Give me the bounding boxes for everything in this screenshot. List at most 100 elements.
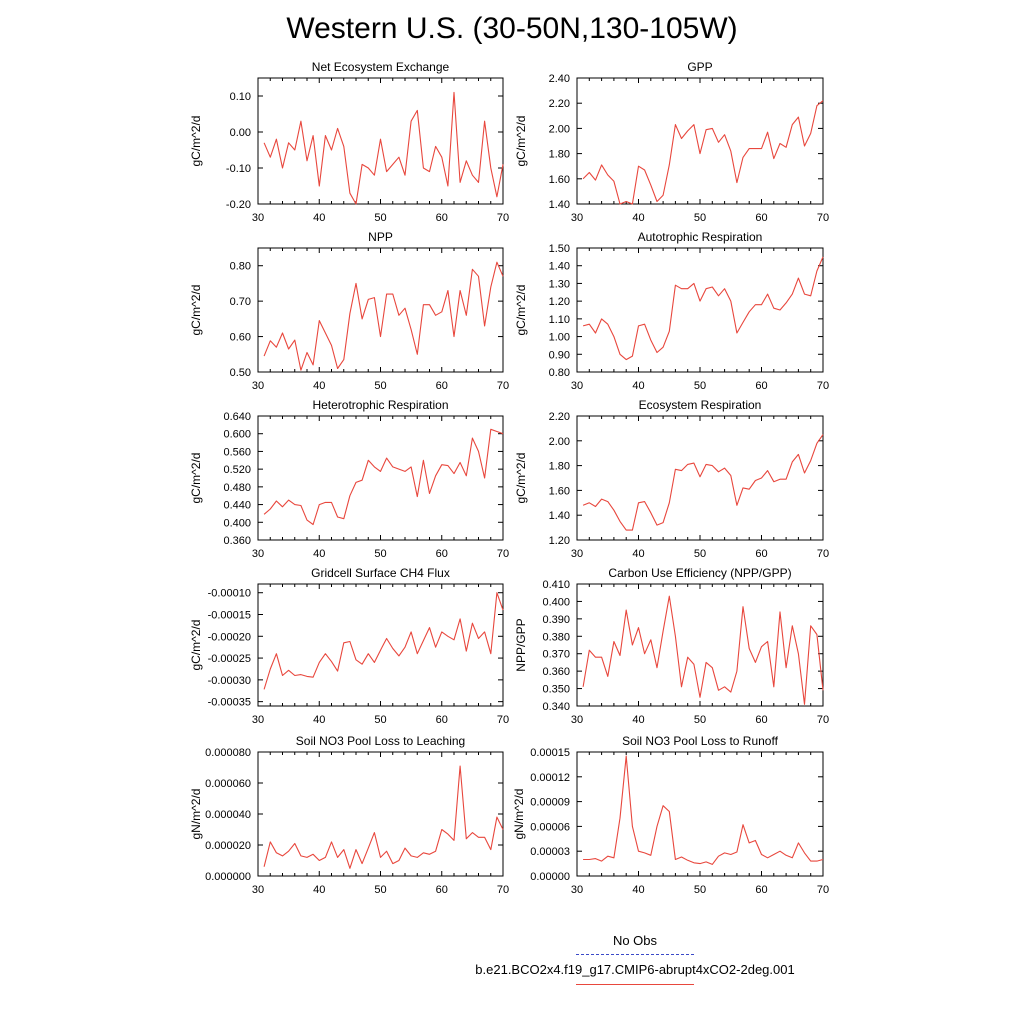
y-axis-label: gC/m^2/d: [514, 285, 528, 336]
y-tick-label: 0.00003: [530, 846, 570, 858]
y-tick-label: 0.60: [230, 332, 251, 344]
y-axis-label: gC/m^2/d: [189, 285, 203, 336]
y-tick-label: 0.370: [542, 649, 570, 661]
legend-obs-label: No Obs: [612, 933, 658, 948]
y-tick-label: 0.360: [542, 666, 570, 678]
series-line: [583, 755, 824, 865]
y-axis-label: gN/m^2/d: [512, 789, 526, 840]
series-line: [263, 765, 504, 869]
x-tick-label: 60: [755, 380, 767, 392]
x-tick-label: 60: [755, 212, 767, 224]
legend-obs-line: [576, 954, 694, 955]
y-tick-label: -0.20: [226, 199, 251, 211]
panel-title: Ecosystem Respiration: [639, 398, 762, 412]
x-tick-label: 40: [313, 884, 325, 896]
y-tick-label: 0.00015: [530, 747, 570, 759]
y-tick-label: 1.60: [549, 485, 570, 497]
y-tick-label: 1.40: [549, 261, 570, 273]
y-tick-label: 0.480: [223, 482, 251, 494]
x-tick-label: 50: [694, 380, 706, 392]
y-tick-label: 0.520: [223, 464, 251, 476]
y-tick-label: -0.00030: [208, 675, 251, 687]
x-tick-label: 50: [374, 884, 386, 896]
y-tick-label: 1.10: [549, 314, 570, 326]
y-tick-label: 1.00: [549, 332, 570, 344]
y-tick-label: 0.50: [230, 367, 251, 379]
y-tick-label: 2.00: [549, 436, 570, 448]
y-tick-label: 0.560: [223, 446, 251, 458]
y-tick-label: -0.00010: [208, 588, 251, 600]
y-axis-label: gC/m^2/d: [189, 116, 203, 167]
x-tick-label: 50: [374, 548, 386, 560]
x-tick-label: 60: [436, 212, 448, 224]
y-tick-label: 0.000060: [205, 778, 251, 790]
y-axis-label: gC/m^2/d: [189, 620, 203, 671]
x-tick-label: 70: [497, 714, 509, 726]
y-tick-label: -0.00020: [208, 631, 251, 643]
y-tick-label: 0.00000: [530, 871, 570, 883]
y-tick-label: 0.350: [542, 684, 570, 696]
y-tick-label: 0.440: [223, 500, 251, 512]
panel-title: Net Ecosystem Exchange: [312, 60, 450, 74]
y-tick-label: 0.00: [230, 127, 251, 139]
legend-case-label: b.e21.BCO2x4.f19_g17.CMIP6-abrupt4xCO2-2…: [475, 962, 795, 977]
y-tick-label: 0.380: [542, 631, 570, 643]
x-tick-label: 40: [313, 380, 325, 392]
series-line: [263, 91, 504, 205]
page-title: Western U.S. (30-50N,130-105W): [286, 12, 738, 45]
y-tick-label: -0.10: [226, 163, 251, 175]
legend-case-line: [576, 984, 694, 985]
x-tick-label: 70: [817, 884, 829, 896]
chart-panel-7: Gridcell Surface CH4 Flux 30 40 50 60 70 -0.00…: [189, 566, 509, 726]
chart-panel-10: Soil NO3 Pool Loss to Runoff 30 40 50 60 70 0.…: [512, 734, 829, 896]
x-tick-label: 40: [632, 714, 644, 726]
chart-panel-6: Ecosystem Respiration 30 40 50 60 70 1.20 1.40 1…: [514, 398, 829, 560]
x-tick-label: 30: [252, 380, 264, 392]
y-tick-label: 2.20: [549, 98, 570, 110]
y-tick-label: 1.30: [549, 278, 570, 290]
panel-title: Gridcell Surface CH4 Flux: [311, 566, 450, 580]
x-tick-label: 70: [817, 548, 829, 560]
chart-panel-3: NPP 30 40 50 60 70 0.50 0.60 0.70 0.80 gC/m^2/d: [189, 230, 509, 392]
x-tick-label: 70: [817, 714, 829, 726]
chart-panel-5: Heterotrophic Respiration 30 40 50 60 70 0.360…: [189, 398, 509, 560]
y-tick-label: -0.00015: [208, 610, 251, 622]
y-tick-label: 2.20: [549, 411, 570, 423]
x-tick-label: 50: [694, 884, 706, 896]
series-line: [263, 428, 504, 526]
x-tick-label: 40: [632, 212, 644, 224]
y-axis-label: gC/m^2/d: [514, 453, 528, 504]
x-tick-label: 60: [436, 884, 448, 896]
panel-title: NPP: [368, 230, 393, 244]
y-tick-label: 0.00009: [530, 797, 570, 809]
x-tick-label: 50: [694, 212, 706, 224]
y-tick-label: 1.40: [549, 510, 570, 522]
panel-title: Autotrophic Respiration: [638, 230, 763, 244]
x-tick-label: 50: [694, 548, 706, 560]
y-axis-label: gC/m^2/d: [189, 453, 203, 504]
y-tick-label: 1.20: [549, 296, 570, 308]
y-tick-label: 1.50: [549, 243, 570, 255]
y-tick-label: 0.00012: [530, 772, 570, 784]
x-tick-label: 50: [374, 212, 386, 224]
series-line: [582, 100, 824, 205]
chart-grid: Net Ecosystem Exchange 30 40 50 60 70 -0.20 -0.…: [189, 60, 829, 896]
x-tick-label: 70: [817, 212, 829, 224]
x-tick-label: 70: [497, 884, 509, 896]
x-tick-label: 60: [436, 380, 448, 392]
plot-frame: [257, 415, 504, 541]
x-tick-label: 60: [755, 884, 767, 896]
x-tick-label: 30: [571, 714, 583, 726]
x-tick-label: 30: [252, 548, 264, 560]
x-tick-label: 30: [252, 884, 264, 896]
x-tick-label: 50: [374, 380, 386, 392]
y-tick-label: 0.360: [223, 535, 251, 547]
x-tick-label: 30: [571, 212, 583, 224]
panel-title: Carbon Use Efficiency (NPP/GPP): [608, 566, 791, 580]
x-tick-label: 60: [436, 714, 448, 726]
chart-panel-8: Carbon Use Efficiency (NPP/GPP) 30 40 50 60 7…: [514, 566, 829, 726]
x-tick-label: 40: [313, 548, 325, 560]
x-tick-label: 30: [571, 548, 583, 560]
y-tick-label: 0.90: [549, 349, 570, 361]
x-tick-label: 50: [694, 714, 706, 726]
